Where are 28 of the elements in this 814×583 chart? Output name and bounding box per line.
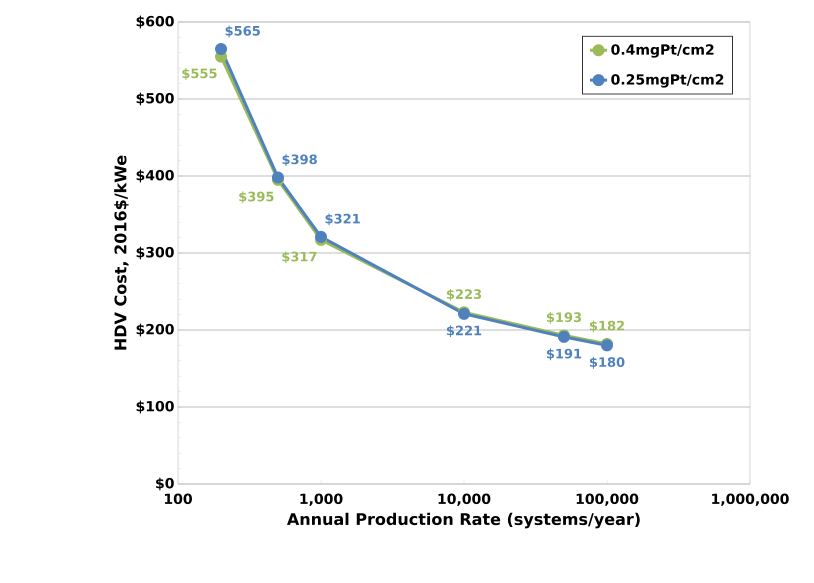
data-label: $395	[239, 191, 274, 204]
y-tick-label: $300	[136, 246, 174, 260]
x-tick-label: 100	[164, 494, 192, 504]
legend-label: 0.25mgPt/cm2	[611, 74, 724, 88]
data-label: $555	[182, 68, 217, 80]
y-tick-label: $600	[136, 16, 174, 28]
x-tick-label: 1,000,000	[712, 494, 789, 506]
y-tick-label: $200	[136, 324, 174, 336]
data-label: $317	[282, 251, 316, 264]
y-axis-title: HDV Cost, 2016$/kWe	[114, 156, 129, 350]
x-tick-label: 10,000	[438, 494, 490, 506]
y-tick-label: $400	[136, 170, 174, 182]
x-axis-title: Annual Production Rate (systems/year)	[286, 512, 640, 528]
x-tick-label: 100,000	[576, 494, 638, 506]
y-tick-label: $0	[156, 478, 174, 490]
y-tick-label: $100	[136, 400, 174, 414]
data-label: $180	[590, 356, 624, 369]
legend-label: 0.4mgPt/cm2	[611, 44, 714, 58]
data-label: $321	[326, 214, 360, 226]
data-label: $398	[282, 154, 317, 166]
y-tick-label: $500	[136, 92, 174, 106]
data-label: $223	[446, 288, 482, 301]
data-label: $191	[546, 348, 582, 360]
data-label: $565	[226, 26, 260, 38]
data-label: $193	[546, 312, 582, 324]
x-tick-label: 1,000	[300, 494, 342, 506]
data-label: $221	[446, 325, 482, 338]
data-label: $182	[590, 320, 624, 332]
